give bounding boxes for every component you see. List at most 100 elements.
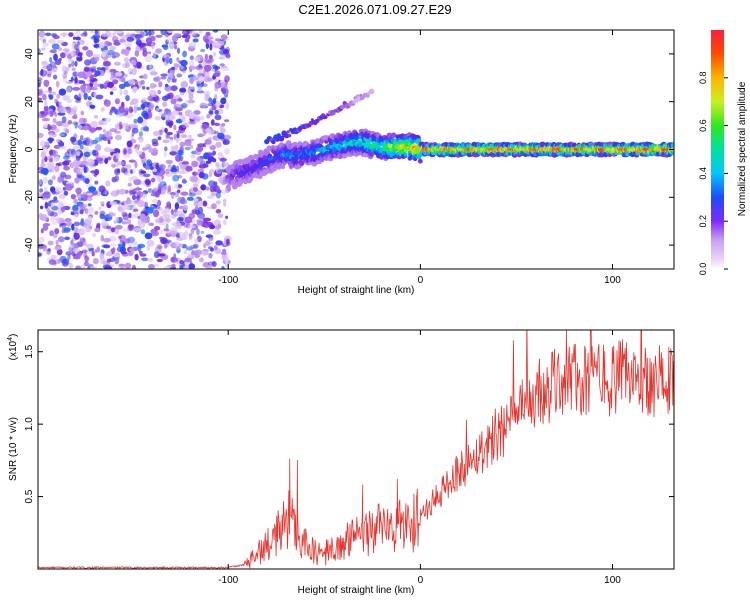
noise-cell — [79, 135, 84, 141]
noise-cell — [75, 48, 80, 56]
noise-cell — [67, 120, 73, 125]
noise-cell — [92, 257, 99, 265]
noise-cell — [134, 161, 138, 169]
noise-cell — [180, 59, 188, 67]
noise-cell — [93, 44, 99, 48]
noise-cell — [53, 246, 62, 251]
noise-cell — [182, 50, 188, 58]
noise-cell — [124, 40, 132, 48]
noise-cell — [101, 33, 108, 37]
noise-cell — [153, 263, 160, 267]
noise-cell — [65, 251, 73, 256]
noise-cell — [152, 187, 159, 192]
snr-point — [358, 537, 359, 538]
noise-cell — [58, 194, 66, 200]
noise-cell — [185, 165, 193, 172]
noise-cell — [101, 244, 110, 249]
noise-cell — [72, 248, 81, 253]
noise-cell — [47, 137, 55, 142]
noise-cell — [201, 173, 209, 180]
ridge-cell — [354, 136, 359, 141]
noise-cell — [174, 202, 180, 210]
noise-cell — [61, 122, 70, 128]
noise-cell — [215, 141, 222, 148]
noise-cell — [121, 167, 126, 174]
noise-cell — [150, 177, 156, 183]
noise-cell — [149, 71, 158, 76]
noise-cell — [144, 201, 148, 208]
noise-cell — [110, 243, 116, 247]
noise-cell — [179, 141, 186, 147]
snr-point — [404, 525, 405, 526]
noise-cell — [83, 151, 91, 158]
noise-cell — [221, 67, 230, 72]
noise-cell — [83, 156, 87, 162]
noise-cell — [72, 204, 79, 212]
noise-cell — [184, 230, 189, 238]
ridge-cell — [371, 138, 375, 142]
noise-cell — [74, 177, 80, 184]
noise-cell — [133, 227, 142, 233]
noise-cell — [170, 209, 174, 215]
noise-cell — [203, 71, 209, 78]
noise-cell — [140, 31, 145, 38]
noise-cell — [169, 151, 178, 156]
noise-cell — [55, 139, 61, 143]
ridge-cell — [417, 155, 422, 160]
noise-cell — [196, 145, 204, 153]
spectrogram-ylabel: Frequency (Hz) — [8, 115, 19, 184]
noise-cell — [74, 213, 79, 218]
noise-cell — [70, 136, 77, 143]
branch-cell — [311, 118, 314, 121]
noise-cell — [94, 56, 100, 62]
noise-cell — [164, 85, 172, 92]
noise-cell — [57, 101, 62, 106]
noise-cell — [205, 265, 213, 269]
noise-cell — [126, 197, 130, 201]
noise-cell — [159, 229, 164, 234]
noise-cell — [98, 41, 105, 49]
noise-cell — [38, 132, 44, 139]
noise-cell — [130, 33, 138, 38]
noise-cell — [40, 140, 46, 147]
noise-cell — [196, 228, 200, 236]
noise-cell — [50, 186, 56, 193]
noise-cell — [50, 254, 57, 260]
noise-cell — [50, 215, 56, 222]
noise-cell — [205, 240, 211, 247]
noise-cell — [189, 144, 194, 150]
noise-cell — [198, 30, 203, 34]
noise-cell — [193, 243, 199, 249]
noise-cell — [75, 30, 81, 36]
noise-cell — [159, 181, 167, 187]
noise-cell — [165, 223, 169, 230]
noise-cell — [50, 202, 55, 208]
branch-cell — [287, 133, 292, 138]
noise-cell — [186, 196, 194, 201]
noise-cell — [40, 214, 48, 222]
snr-point — [305, 542, 306, 543]
noise-cell — [204, 223, 208, 229]
noise-cell — [106, 81, 114, 88]
noise-cell — [43, 105, 49, 112]
noise-cell — [100, 107, 105, 112]
noise-cell — [148, 89, 157, 95]
noise-cell — [223, 238, 227, 246]
noise-cell — [85, 86, 92, 93]
noise-cell — [128, 212, 132, 219]
noise-cell — [113, 30, 122, 34]
noise-cell — [48, 38, 56, 44]
noise-cell — [221, 188, 226, 195]
noise-cell — [38, 240, 42, 246]
noise-cell — [47, 73, 52, 78]
noise-cell — [79, 209, 84, 215]
noise-cell — [144, 232, 153, 240]
y-tick-label: 0 — [24, 146, 35, 152]
branch-cell — [297, 125, 303, 131]
noise-cell — [124, 61, 130, 68]
noise-cell — [189, 59, 195, 68]
noise-cell — [94, 81, 98, 89]
snr-point — [589, 380, 590, 381]
noise-cell — [43, 176, 48, 184]
ridge-cell — [278, 162, 283, 167]
